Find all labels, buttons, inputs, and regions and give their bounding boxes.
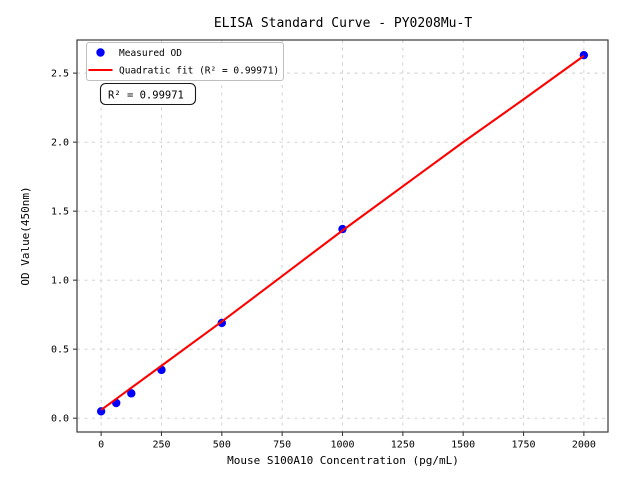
y-tick-label: 1.5: [51, 207, 69, 218]
y-axis-ticks: 0.0 0.5 1.0 1.5 2.0 2.5: [51, 69, 77, 425]
x-tick-label: 1250: [391, 440, 415, 451]
fit-line: [100, 55, 585, 411]
r-squared-annotation-box: [99, 82, 197, 106]
x-tick-label: 2000: [572, 440, 596, 451]
gridlines: [77, 40, 608, 432]
legend-label-measured-od: Measured OD: [119, 48, 182, 59]
y-axis-label: OD Value(450nm): [19, 186, 32, 285]
r-squared-annotation-text: R² = 0.99971: [108, 90, 184, 102]
x-axis-label: Mouse S100A10 Concentration (pg/mL): [227, 454, 459, 467]
x-tick-label: 1750: [511, 440, 535, 451]
x-tick-label: 250: [152, 440, 170, 451]
legend-marker-measured-od-icon: [96, 48, 105, 57]
plot-border: [76, 39, 609, 433]
series-layer: [96, 50, 589, 416]
y-tick-label: 2.0: [51, 138, 69, 149]
y-tick-label: 0.5: [51, 345, 69, 356]
r-squared-annotation: R² = 0.99971: [99, 82, 197, 106]
x-tick-label: 500: [213, 440, 231, 451]
legend: Measured OD Quadratic fit (R² = 0.99971): [86, 42, 284, 81]
x-tick-label: 0: [98, 440, 104, 451]
legend-box: [86, 42, 284, 81]
y-tick-label: 2.5: [51, 69, 69, 80]
x-tick-label: 1500: [451, 440, 475, 451]
x-tick-label: 750: [273, 440, 291, 451]
chart-title: ELISA Standard Curve - PY0208Mu-T: [214, 16, 472, 31]
x-axis-ticks: 0 250 500 750 1000 1250 1500 1750 2000: [98, 432, 596, 451]
x-tick-label: 1000: [330, 440, 354, 451]
data-point: [127, 389, 136, 398]
y-tick-label: 1.0: [51, 276, 69, 287]
legend-label-quadratic-fit: Quadratic fit (R² = 0.99971): [119, 66, 279, 77]
y-tick-label: 0.0: [51, 414, 69, 425]
